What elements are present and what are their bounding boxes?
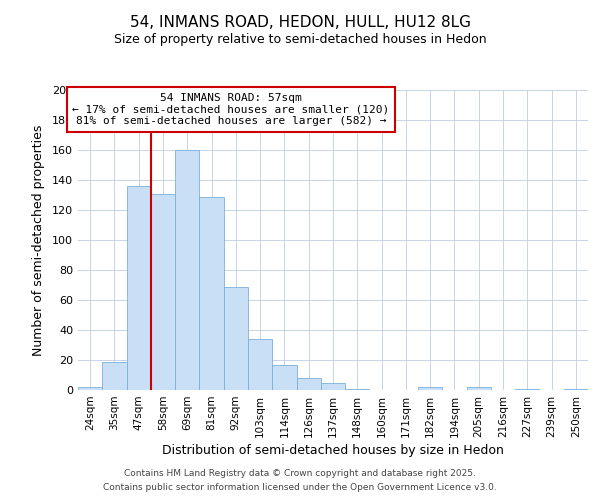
Bar <box>418 387 442 390</box>
Bar <box>175 150 199 390</box>
Bar <box>296 378 321 390</box>
Bar <box>102 362 127 390</box>
Bar <box>345 388 370 390</box>
Bar <box>321 382 345 390</box>
Bar <box>199 196 224 390</box>
Bar <box>248 339 272 390</box>
Bar <box>78 387 102 390</box>
Y-axis label: Number of semi-detached properties: Number of semi-detached properties <box>32 124 45 356</box>
Bar <box>467 387 491 390</box>
Text: Size of property relative to semi-detached houses in Hedon: Size of property relative to semi-detach… <box>113 32 487 46</box>
Text: Contains public sector information licensed under the Open Government Licence v3: Contains public sector information licen… <box>103 484 497 492</box>
Bar <box>272 364 296 390</box>
Bar <box>564 388 588 390</box>
Text: 54, INMANS ROAD, HEDON, HULL, HU12 8LG: 54, INMANS ROAD, HEDON, HULL, HU12 8LG <box>130 15 470 30</box>
Bar <box>151 194 175 390</box>
Text: Contains HM Land Registry data © Crown copyright and database right 2025.: Contains HM Land Registry data © Crown c… <box>124 468 476 477</box>
X-axis label: Distribution of semi-detached houses by size in Hedon: Distribution of semi-detached houses by … <box>162 444 504 457</box>
Bar <box>127 186 151 390</box>
Text: 54 INMANS ROAD: 57sqm
← 17% of semi-detached houses are smaller (120)
81% of sem: 54 INMANS ROAD: 57sqm ← 17% of semi-deta… <box>73 93 389 126</box>
Bar <box>224 286 248 390</box>
Bar <box>515 388 539 390</box>
